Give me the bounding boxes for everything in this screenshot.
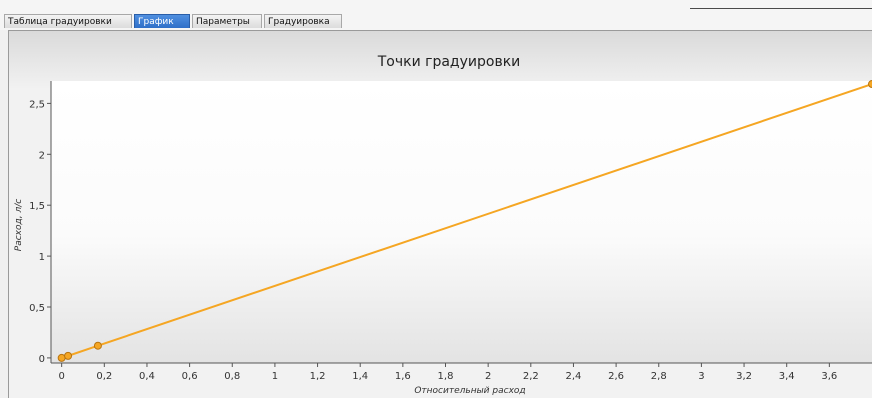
x-tick-label: 1,6 xyxy=(395,371,411,382)
x-tick-label: 3,2 xyxy=(736,371,752,382)
y-tick-label: 1 xyxy=(39,252,45,263)
tab-bar: Таблица градуировки График Параметры Гра… xyxy=(0,0,872,30)
x-tick-label: 2 xyxy=(485,371,491,382)
tab-calibration[interactable]: Градуировка xyxy=(264,14,342,28)
x-tick-label: 0,6 xyxy=(182,371,198,382)
x-tick-label: 2,6 xyxy=(608,371,624,382)
y-axis-title: Расход, л/с xyxy=(14,199,24,251)
x-tick-label: 1,4 xyxy=(352,371,368,382)
x-tick-label: 0,8 xyxy=(224,371,240,382)
x-tick-label: 3,4 xyxy=(779,371,795,382)
x-tick-label: 2,8 xyxy=(651,371,667,382)
x-tick-label: 1 xyxy=(272,371,278,382)
tab-bar-divider xyxy=(690,8,872,9)
x-tick-label: 0,4 xyxy=(139,371,155,382)
x-tick-label: 3,6 xyxy=(821,371,837,382)
y-tick-label: 1,5 xyxy=(29,201,45,212)
y-tick-label: 0 xyxy=(39,354,45,365)
tab-graph[interactable]: График xyxy=(134,14,190,28)
chart-title: Точки градуировки xyxy=(377,54,521,70)
series-marks xyxy=(57,80,872,362)
x-tick-label: 2,2 xyxy=(523,371,539,382)
data-point xyxy=(93,341,102,350)
x-tick-label: 0 xyxy=(58,371,64,382)
x-tick-label: 1,2 xyxy=(310,371,326,382)
y-tick-label: 0,5 xyxy=(29,303,45,314)
axes: 0 0,2 0,4 0,6 0,8 1 1,2 1,4 1,6 1,8 2 2,2 2,4 2,6 2,8 3… xyxy=(29,81,872,382)
y-tick-label: 2,5 xyxy=(29,99,45,110)
y-tick-label: 2 xyxy=(39,150,45,161)
x-tick-label: 0,2 xyxy=(96,371,112,382)
data-point xyxy=(64,351,73,360)
x-tick-label: 1,8 xyxy=(438,371,454,382)
data-point xyxy=(868,80,872,89)
x-tick-label: 3 xyxy=(698,371,704,382)
x-tick-label: 2,4 xyxy=(566,371,582,382)
tab-calibration-table[interactable]: Таблица градуировки xyxy=(4,14,132,28)
tab-parameters[interactable]: Параметры xyxy=(192,14,262,28)
x-axis-title: Относительный расход xyxy=(414,386,525,396)
